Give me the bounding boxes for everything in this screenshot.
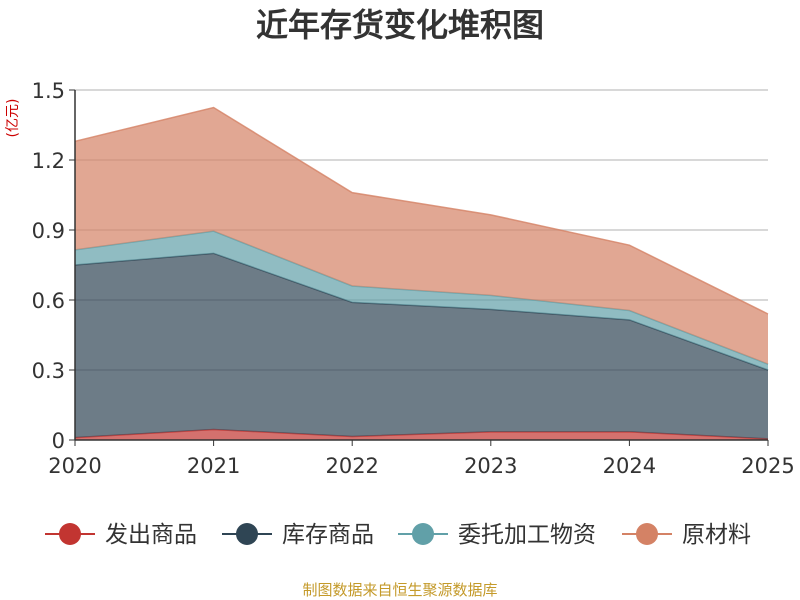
area-series-2 xyxy=(75,231,768,370)
legend-label: 原材料 xyxy=(682,522,751,548)
y-tick-label: 0.3 xyxy=(32,359,65,383)
axes: 0 0.3 0.6 0.9 1.2 1.5 2020 2021 2022 2023 2024 2025 xyxy=(32,79,795,478)
y-tick-label: 1.2 xyxy=(32,149,65,173)
x-tick-label: 2023 xyxy=(464,454,517,478)
legend-marker xyxy=(59,523,81,545)
x-tick-label: 2020 xyxy=(48,454,101,478)
chart-title: 近年存货变化堆积图 xyxy=(256,6,544,44)
legend-item-1[interactable]: 库存商品 xyxy=(222,522,374,548)
legend-item-2[interactable]: 委托加工物资 xyxy=(398,522,596,548)
legend-marker xyxy=(236,523,258,545)
x-tick-label: 2022 xyxy=(325,454,378,478)
area-series-line-3 xyxy=(74,106,769,315)
legend-marker xyxy=(636,523,658,545)
x-tick-label: 2021 xyxy=(187,454,240,478)
y-tick-label: 0.6 xyxy=(32,289,65,313)
y-tick-label: 1.5 xyxy=(32,79,65,103)
area-series-1 xyxy=(75,253,768,439)
legend-item-0[interactable]: 发出商品 xyxy=(45,522,197,548)
x-tick-label: 2025 xyxy=(741,454,794,478)
y-tick-label: 0 xyxy=(52,429,65,453)
y-tick-label: 0.9 xyxy=(32,219,65,243)
legend-marker xyxy=(412,523,434,545)
source-note: 制图数据来自恒生聚源数据库 xyxy=(302,581,497,599)
legend-label: 库存商品 xyxy=(282,522,374,548)
area-series-3 xyxy=(75,107,768,365)
legend-label: 委托加工物资 xyxy=(458,522,596,548)
area-series xyxy=(74,106,769,440)
legend-label: 发出商品 xyxy=(105,522,197,548)
legend-item-3[interactable]: 原材料 xyxy=(622,522,751,548)
x-tick-label: 2024 xyxy=(603,454,656,478)
y-axis-unit-label: (亿元) xyxy=(5,99,21,138)
legend: 发出商品 库存商品 委托加工物资 原材料 xyxy=(45,522,751,548)
